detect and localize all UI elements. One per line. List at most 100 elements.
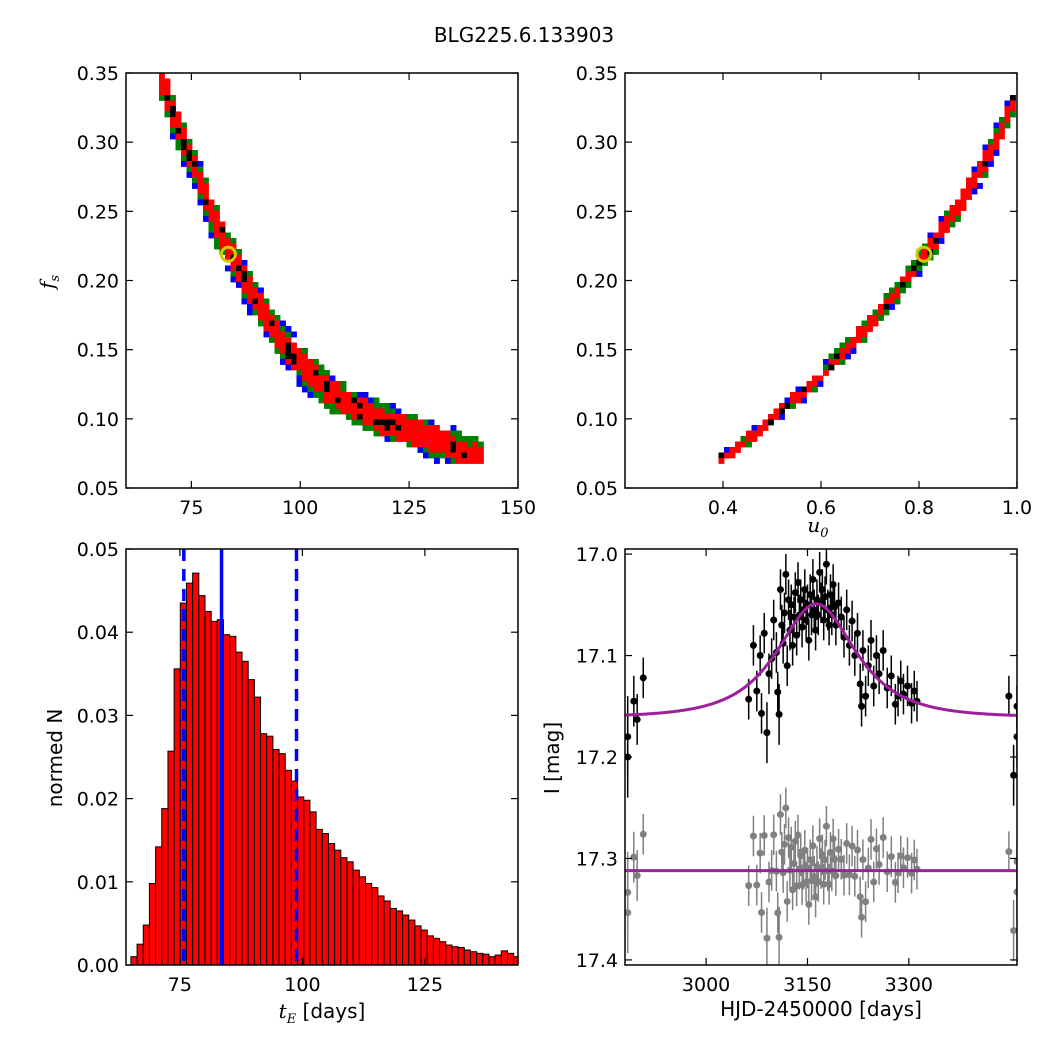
heatmap-cell (340, 386, 347, 393)
heatmap-cell (428, 441, 435, 448)
data-point (820, 616, 828, 624)
heatmap-cell (247, 271, 253, 277)
heatmap-cell (916, 265, 923, 272)
heatmap-cell (434, 458, 440, 464)
heatmap-cell (324, 370, 330, 376)
heatmap-cell (878, 315, 884, 321)
data-point (818, 586, 826, 594)
heatmap-cell (269, 331, 275, 338)
fs-u0-ytick-label: 0.15 (576, 340, 618, 362)
histogram-bar (488, 956, 496, 966)
heatmap-cell (324, 381, 330, 387)
heatmap-cell (164, 111, 171, 118)
heatmap-cell (296, 381, 303, 387)
heatmap-cell (346, 392, 352, 398)
heatmap-cell (335, 381, 341, 387)
heatmap-cell (966, 183, 972, 189)
heatmap-cell (258, 320, 264, 327)
data-point (837, 613, 845, 621)
heatmap-cell (872, 315, 879, 321)
lc-ytick-label: 17.2 (576, 747, 618, 769)
heatmap-cell (740, 436, 747, 442)
residual-point (848, 842, 856, 850)
heatmap-cell (258, 293, 264, 299)
heatmap-cell (247, 304, 253, 310)
heatmap-cell (428, 452, 435, 459)
heatmap-cell (351, 414, 358, 420)
heatmap-cell (960, 205, 967, 211)
heatmap-cell (478, 447, 484, 453)
histogram-bar (155, 846, 163, 966)
heatmap-cell (258, 298, 264, 305)
heatmap-cell (368, 397, 374, 404)
heatmap-cell (773, 408, 780, 415)
residual-point (822, 822, 830, 830)
heatmap-cell (368, 414, 374, 420)
heatmap-cell (291, 342, 297, 349)
heatmap-cell (801, 392, 807, 398)
heatmap-cell (390, 430, 396, 437)
heatmap-cell (302, 359, 308, 365)
heatmap-cell (883, 309, 890, 316)
histogram-bar (457, 947, 465, 966)
heatmap-cell (434, 447, 440, 453)
heatmap-cell (368, 419, 374, 426)
data-point (765, 670, 773, 678)
heatmap-cell (406, 430, 413, 437)
heatmap-cell (186, 150, 193, 156)
heatmap-cell (285, 348, 292, 354)
lc-xtick-label: 3300 (885, 974, 933, 996)
heatmap-cell (269, 326, 275, 332)
heatmap-cell (313, 370, 319, 376)
heatmap-cell (192, 177, 198, 184)
heatmap-cell (971, 166, 978, 173)
heatmap-cell (834, 353, 840, 360)
ylabel-fs: fs (35, 275, 63, 291)
heatmap-cell (186, 161, 193, 167)
data-point (829, 581, 837, 589)
heatmap-cell (944, 216, 950, 222)
hist-ytick-label: 0.02 (77, 789, 119, 811)
heatmap-cell (318, 397, 325, 404)
heatmap-cell (175, 128, 182, 134)
heatmap-cell (329, 375, 336, 382)
fs-u0-ytick-label: 0.20 (576, 271, 618, 293)
heatmap-cell (450, 430, 457, 437)
heatmap-cell (362, 403, 369, 409)
histogram-bar (241, 660, 249, 966)
data-point (814, 611, 822, 619)
heatmap-cell (181, 133, 187, 140)
heatmap-cell (197, 177, 204, 184)
residual-point (843, 839, 851, 847)
heatmap-cell (812, 375, 818, 382)
heatmap-cell (346, 403, 352, 409)
data-point (1013, 702, 1017, 710)
data-point (809, 575, 817, 583)
heatmap-cell (247, 298, 253, 305)
heatmap-cell (225, 249, 231, 255)
heatmap-cell (373, 425, 380, 431)
heatmap-cell (938, 221, 945, 228)
residual-point (832, 872, 840, 880)
heatmap-cell (478, 452, 484, 459)
histogram-bar (327, 843, 336, 966)
histogram-bar (278, 753, 286, 966)
heatmap-cell (384, 425, 391, 431)
fs-tE-xtick-label: 125 (391, 497, 427, 519)
heatmap-cell (988, 155, 994, 162)
histogram-bar (167, 750, 175, 966)
heatmap-cell (922, 260, 928, 266)
heatmap-cell (916, 254, 923, 261)
heatmap-cell (379, 425, 385, 431)
heatmap-cell (467, 447, 473, 453)
heatmap-cell (861, 331, 868, 338)
heatmap-cell (214, 205, 220, 211)
heatmap-cell (307, 375, 314, 382)
heatmap-cell (905, 271, 912, 277)
heatmap-cell (280, 331, 286, 338)
ticks-lightcurve: 3000 3150 3300 17.0 17.1 17.2 17.3 17.4 (576, 544, 1017, 996)
data-point (805, 636, 813, 644)
fs-u0-xtick-label: 0.4 (708, 497, 738, 519)
heatmap-cell (456, 436, 462, 442)
axes-frame-fs-u0 (624, 72, 1018, 489)
